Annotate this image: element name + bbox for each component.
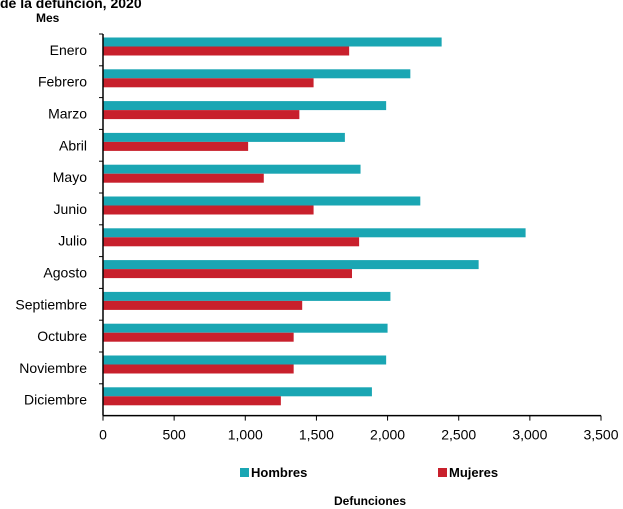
x-tick-label: 0	[99, 427, 107, 443]
bar-hombres-mayo	[103, 164, 361, 174]
legend-label-mujeres: Mujeres	[449, 465, 498, 480]
bars-layer	[103, 37, 526, 406]
chart-title: de la defunción, 2020	[0, 0, 142, 11]
bar-hombres-octubre	[103, 323, 388, 333]
bar-hombres-febrero	[103, 69, 411, 79]
bar-mujeres-enero	[103, 46, 350, 56]
bar-hombres-septiembre	[103, 291, 391, 301]
x-tick-label: 2,500	[441, 427, 476, 443]
x-tick-label: 2,000	[370, 427, 405, 443]
category-label-septiembre: Septiembre	[15, 296, 87, 312]
x-tick-label: 3,000	[512, 427, 547, 443]
bar-mujeres-diciembre	[103, 396, 281, 406]
bar-hombres-agosto	[103, 260, 479, 270]
bar-hombres-diciembre	[103, 387, 372, 397]
category-label-diciembre: Diciembre	[24, 392, 87, 408]
category-label-octubre: Octubre	[37, 328, 87, 344]
bar-mujeres-marzo	[103, 110, 300, 120]
category-label-agosto: Agosto	[43, 265, 87, 281]
bar-mujeres-noviembre	[103, 364, 294, 374]
bar-mujeres-julio	[103, 237, 360, 247]
bar-mujeres-septiembre	[103, 300, 303, 310]
category-label-junio: Junio	[54, 201, 88, 217]
category-label-febrero: Febrero	[38, 74, 87, 90]
legend: Hombres Mujeres	[240, 465, 498, 480]
bar-hombres-marzo	[103, 101, 387, 111]
legend-swatch-mujeres	[438, 468, 447, 477]
bar-hombres-abril	[103, 132, 345, 142]
category-label-enero: Enero	[50, 42, 88, 58]
x-tick-label: 1,500	[299, 427, 334, 443]
x-axis-title: Defunciones	[334, 494, 406, 508]
legend-label-hombres: Hombres	[251, 465, 307, 480]
bar-mujeres-junio	[103, 205, 314, 215]
x-tick-label: 500	[162, 427, 186, 443]
bar-hombres-noviembre	[103, 355, 387, 365]
bar-mujeres-mayo	[103, 173, 264, 183]
category-label-julio: Julio	[58, 233, 87, 249]
axis-layer: Enero Febrero Marzo Abril Mayo Junio Julio Agos…	[15, 33, 619, 443]
bar-hombres-julio	[103, 228, 526, 238]
bar-hombres-junio	[103, 196, 421, 206]
category-label-abril: Abril	[59, 137, 87, 153]
bar-mujeres-octubre	[103, 332, 294, 342]
bar-mujeres-abril	[103, 141, 249, 151]
bar-mujeres-agosto	[103, 269, 352, 279]
y-axis-title: Mes	[36, 11, 60, 25]
category-label-noviembre: Noviembre	[19, 360, 87, 376]
category-label-marzo: Marzo	[48, 106, 87, 122]
category-label-mayo: Mayo	[53, 169, 87, 185]
bar-hombres-enero	[103, 37, 442, 47]
bar-mujeres-febrero	[103, 78, 314, 88]
legend-swatch-hombres	[240, 468, 249, 477]
x-tick-label: 3,500	[583, 427, 618, 443]
x-tick-label: 1,000	[228, 427, 263, 443]
